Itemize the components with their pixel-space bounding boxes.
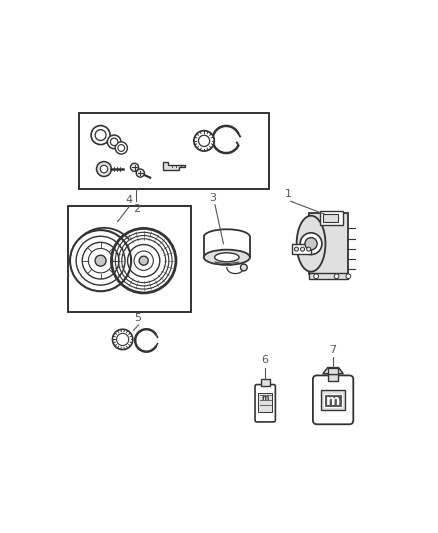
Circle shape (115, 142, 127, 154)
FancyBboxPatch shape (313, 375, 353, 424)
Circle shape (314, 274, 318, 279)
Circle shape (110, 138, 118, 146)
Polygon shape (323, 368, 343, 374)
Circle shape (117, 333, 129, 345)
Text: m: m (326, 393, 340, 408)
Text: 2: 2 (133, 204, 140, 214)
Circle shape (305, 238, 317, 250)
Circle shape (95, 130, 106, 141)
Circle shape (107, 135, 121, 149)
Ellipse shape (215, 253, 239, 262)
Polygon shape (163, 162, 185, 169)
Circle shape (118, 144, 125, 151)
Circle shape (334, 274, 339, 279)
Circle shape (95, 255, 106, 266)
Circle shape (96, 161, 111, 176)
Bar (328, 374, 338, 381)
Bar (328, 368, 338, 374)
Circle shape (307, 247, 311, 251)
Ellipse shape (204, 249, 250, 265)
Circle shape (194, 131, 214, 151)
Circle shape (300, 247, 304, 251)
Text: 5: 5 (134, 313, 141, 323)
Bar (309, 273, 348, 279)
Circle shape (198, 135, 210, 147)
Circle shape (139, 256, 148, 265)
Text: m: m (261, 395, 269, 401)
Circle shape (294, 247, 298, 251)
Bar (258, 393, 272, 411)
Bar (323, 214, 338, 222)
Text: 1: 1 (285, 189, 292, 199)
Text: 3: 3 (209, 192, 216, 203)
Bar (324, 394, 342, 407)
Circle shape (240, 264, 247, 271)
Text: 6: 6 (262, 355, 268, 365)
Circle shape (113, 329, 133, 350)
Circle shape (131, 163, 138, 172)
Bar (78, 113, 268, 189)
Circle shape (300, 233, 322, 255)
Bar (261, 379, 270, 386)
FancyBboxPatch shape (255, 385, 276, 422)
Bar (321, 390, 345, 410)
Bar (293, 245, 311, 254)
Circle shape (91, 126, 110, 144)
Polygon shape (309, 213, 348, 274)
Circle shape (346, 274, 351, 279)
Ellipse shape (297, 216, 325, 272)
Bar (320, 212, 343, 225)
Bar (68, 206, 191, 312)
Circle shape (100, 165, 108, 173)
Circle shape (136, 169, 145, 177)
Text: 7: 7 (329, 345, 337, 354)
Text: 4: 4 (126, 195, 133, 205)
